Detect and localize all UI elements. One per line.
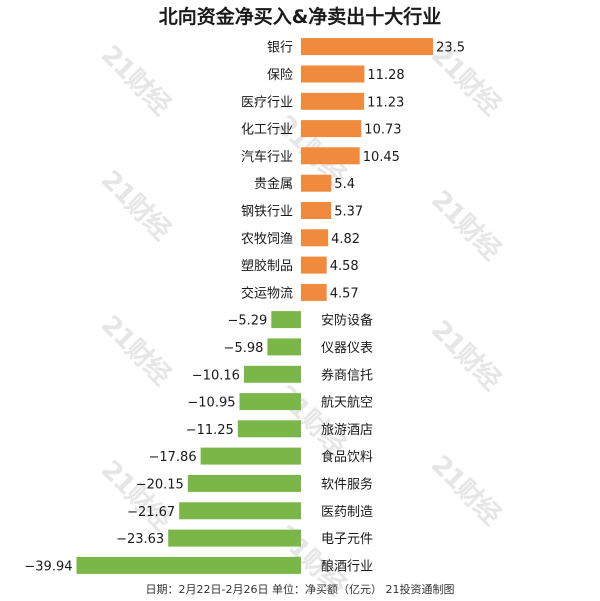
value-label: 23.5	[436, 41, 465, 56]
bar	[301, 283, 327, 301]
bar	[301, 147, 360, 165]
value-label: −10.16	[192, 368, 240, 383]
bar	[301, 202, 332, 219]
value-label: 5.37	[334, 205, 363, 220]
bar	[301, 256, 327, 274]
bar	[301, 120, 362, 138]
chart-title: 北向资金净买入&净卖出十大行业	[158, 6, 442, 28]
value-label: 10.73	[364, 123, 401, 138]
category-label: 医疗行业	[241, 95, 293, 110]
category-label: 券商信托	[321, 367, 373, 383]
bar	[267, 338, 301, 356]
value-label: 4.58	[330, 259, 359, 274]
value-label: 11.23	[367, 95, 404, 110]
value-label: 10.45	[363, 150, 400, 165]
value-label: −5.98	[224, 341, 264, 356]
category-label: 化工行业	[241, 123, 293, 138]
category-label: 医药制造	[321, 505, 373, 520]
category-label: 仪器仪表	[321, 341, 373, 356]
value-label: 11.28	[367, 68, 404, 83]
category-label: 软件服务	[321, 476, 373, 492]
bar	[301, 229, 329, 247]
bar	[243, 365, 301, 383]
value-label: −10.95	[187, 396, 235, 411]
bar	[301, 174, 332, 192]
value-label: −23.63	[116, 532, 164, 547]
bar	[301, 38, 434, 56]
category-label: 航天航空	[321, 395, 373, 411]
value-label: −20.15	[136, 477, 184, 492]
bar	[301, 65, 365, 83]
category-label: 钢铁行业	[241, 205, 293, 220]
category-label: 旅游酒店	[321, 423, 373, 438]
value-label: −39.94	[24, 559, 72, 574]
bar	[179, 502, 301, 520]
chart-footer: 日期：2月22日-2月26日 单位：净买额（亿元） 21投资通制图	[145, 583, 455, 596]
category-label: 酿酒行业	[321, 558, 373, 574]
bar	[301, 92, 365, 110]
category-label: 保险	[267, 68, 293, 83]
bar	[200, 447, 301, 465]
value-label: 5.4	[334, 177, 355, 192]
bar	[76, 556, 301, 574]
category-label: 交运物流	[241, 285, 293, 301]
category-label: 食品饮料	[321, 449, 373, 465]
category-label: 安防设备	[321, 313, 373, 329]
value-label: −5.29	[227, 314, 267, 329]
value-label: −11.25	[186, 423, 234, 438]
category-label: 农牧饲渔	[241, 232, 293, 247]
category-label: 电子元件	[321, 532, 373, 547]
bar	[187, 474, 301, 492]
bar	[237, 420, 301, 438]
value-label: −17.86	[148, 450, 196, 465]
category-label: 贵金属	[254, 176, 293, 192]
bar	[271, 311, 301, 329]
value-label: 4.82	[331, 232, 360, 247]
bar	[239, 393, 301, 411]
value-label: −21.67	[127, 505, 175, 520]
category-label: 汽车行业	[241, 149, 293, 165]
category-label: 银行	[267, 41, 293, 56]
category-label: 塑胶制品	[241, 258, 293, 274]
value-label: 4.57	[330, 286, 359, 301]
bar	[168, 529, 301, 547]
